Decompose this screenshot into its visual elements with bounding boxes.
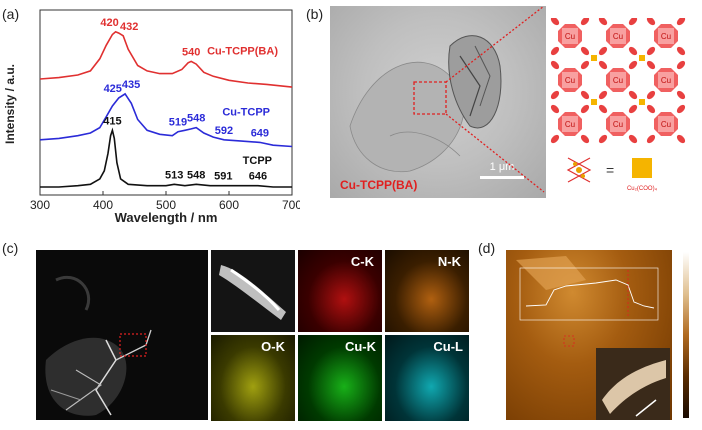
tem-image: 1 μm Cu-TCPP(BA) [330, 6, 546, 198]
peak-label: 646 [249, 171, 267, 183]
x-tick-label: 400 [93, 198, 113, 212]
afm-scan-line [635, 399, 657, 417]
height-profile-line [525, 279, 655, 309]
cu-porphyrin-node: Cu [646, 18, 686, 56]
x-axis-title: Wavelength / nm [115, 210, 218, 225]
zoom-lines [445, 5, 545, 193]
series-name-label: Cu-TCPP(BA) [207, 46, 278, 58]
paddlewheel-node [591, 99, 597, 105]
panel-label-d: (d) [478, 240, 496, 256]
map-o-k-label: O-K [261, 339, 285, 354]
map-o-k: O-K [211, 335, 295, 421]
map-cu-k: Cu-K [298, 335, 382, 421]
panel-label-c: (c) [2, 240, 19, 256]
peak-label: 432 [120, 21, 138, 33]
cu-porphyrin-node: Cu [646, 60, 686, 100]
x-tick-label: 700 [282, 198, 300, 212]
paddlewheel-node [639, 55, 645, 61]
afm-color-scale [683, 252, 689, 418]
cu-node-label: Cu [565, 120, 575, 129]
paddlewheel-legend: = Cu₂(COO)₄ [566, 157, 658, 192]
svg-text:=: = [606, 162, 614, 178]
mapping-haadf [211, 250, 295, 332]
scale-bar-label: 1 μm [490, 161, 515, 173]
chart-frame [39, 9, 293, 196]
cu-porphyrin-node: Cu [598, 104, 638, 144]
peak-label: 548 [187, 169, 205, 181]
map-c-k: C-K [298, 250, 382, 332]
peak-label: 519 [169, 117, 187, 129]
cu-node-label: Cu [613, 120, 623, 129]
peak-label: 435 [122, 79, 140, 91]
cu-porphyrin-node: Cu [598, 60, 638, 100]
peak-label: 649 [251, 127, 269, 139]
peak-label: 591 [214, 171, 232, 183]
panel-label-b: (b) [306, 6, 324, 22]
cu-node-label: Cu [661, 76, 671, 85]
peak-label: 415 [103, 115, 121, 127]
cu-porphyrin-node: Cu [550, 104, 590, 144]
haadf-image [36, 250, 208, 420]
map-cu-l-label: Cu-L [433, 339, 463, 354]
paddlewheel-node [591, 55, 597, 61]
cu-porphyrin-node: Cu [550, 18, 590, 56]
series-line-2 [40, 127, 292, 188]
cu-node-label: Cu [613, 32, 623, 41]
peak-label: 420 [100, 17, 118, 29]
series-name-label: Cu-TCPP [222, 106, 270, 118]
cu-node-label: Cu [565, 76, 575, 85]
cu-node-label: Cu [613, 76, 623, 85]
peak-label: 540 [182, 46, 200, 58]
map-n-k-label: N-K [437, 254, 461, 269]
paddlewheel-square [632, 158, 652, 178]
scale-bar [480, 176, 524, 179]
series-line-1 [39, 92, 293, 148]
peak-label: 425 [104, 83, 122, 95]
cu-node-label: Cu [565, 32, 575, 41]
cu-porphyrin-node: Cu [646, 104, 686, 144]
afm-image [506, 250, 672, 420]
absorbance-chart: 300 400 500 600 700 Cu-TCPP(BA) 420 432 540 Cu-T… [3, 9, 300, 225]
cu-node-label: Cu [661, 120, 671, 129]
paddlewheel-label: Cu₂(COO)₄ [627, 186, 658, 192]
cu-porphyrin-node: Cu [598, 18, 638, 56]
map-cu-k-label: Cu-K [344, 339, 376, 354]
y-axis-title: Intensity / a.u. [3, 64, 17, 144]
tem-sample-label: Cu-TCPP(BA) [340, 178, 417, 192]
map-n-k: N-K [385, 250, 469, 332]
x-tick-label: 600 [219, 198, 239, 212]
cu-porphyrin-node: Cu [550, 60, 590, 100]
cu-node-label: Cu [661, 32, 671, 41]
x-tick-label: 300 [30, 198, 50, 212]
peak-label: 548 [187, 113, 205, 125]
framework-schematic: Cu Cu Cu Cu Cu Cu Cu Cu Cu = Cu₂(COO)₄ [550, 18, 686, 192]
peak-label: 513 [165, 169, 183, 181]
map-cu-l: Cu-L [385, 335, 469, 421]
map-c-k-label: C-K [350, 254, 374, 269]
zoom-box [413, 81, 447, 115]
mapping-region-box [119, 333, 147, 357]
series-name-label: TCPP [243, 155, 272, 167]
series-line-0 [39, 30, 293, 88]
x-tick-label: 500 [156, 198, 176, 212]
peak-label: 592 [215, 125, 233, 137]
paddlewheel-node [639, 99, 645, 105]
height-profile-box [519, 267, 659, 321]
panel-label-a: (a) [2, 6, 20, 22]
